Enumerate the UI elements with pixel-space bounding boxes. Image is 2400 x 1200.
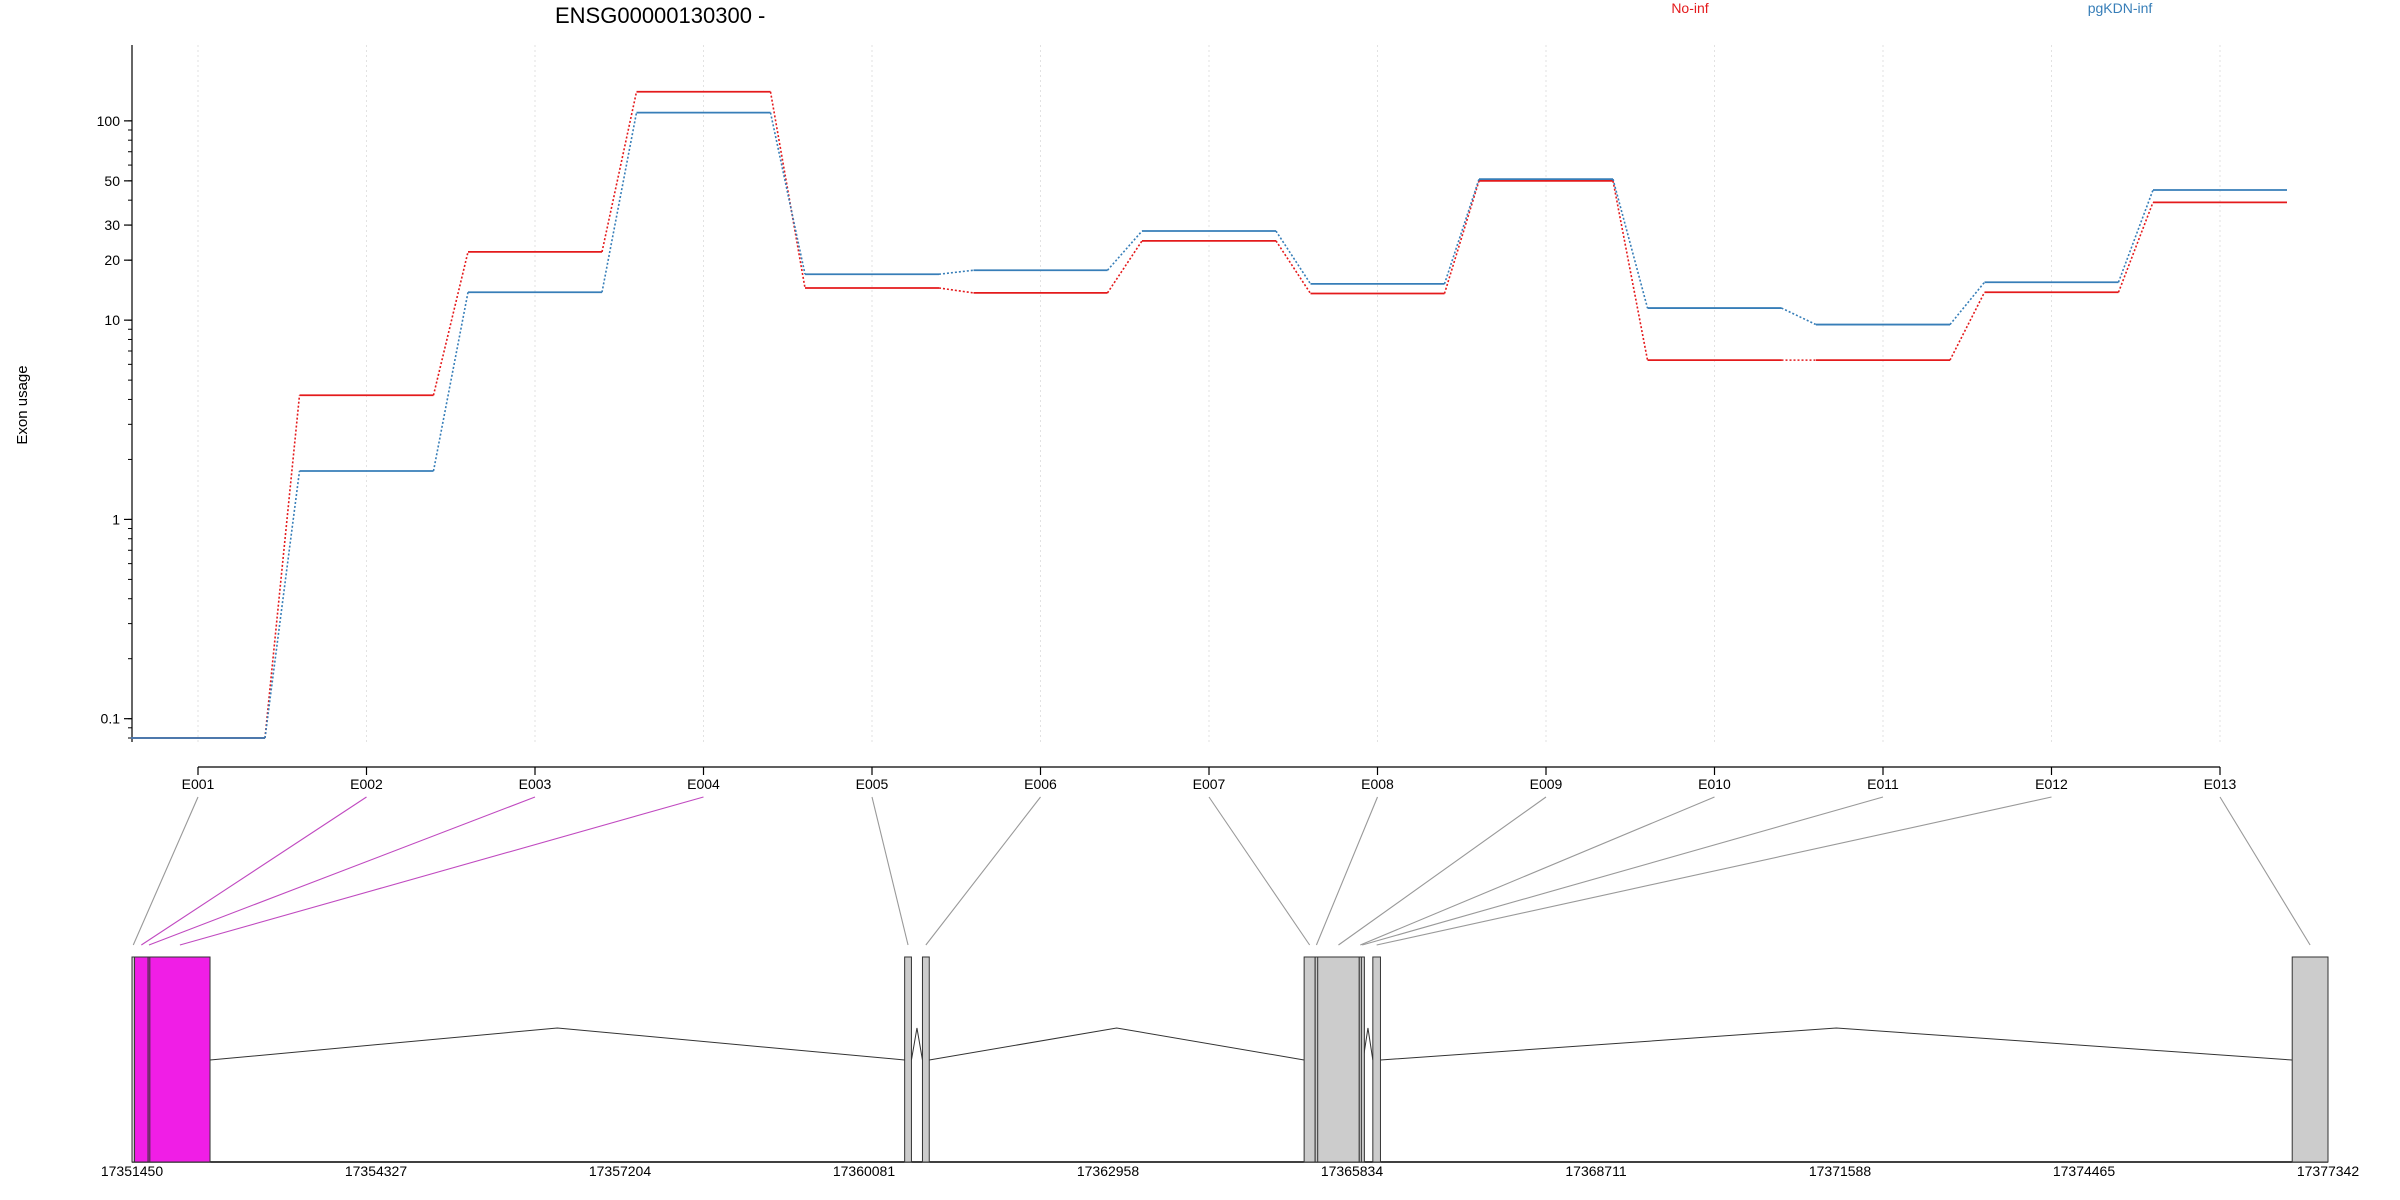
y-tick-label: 30	[104, 217, 120, 233]
x-tick-label: E005	[856, 776, 889, 792]
coordinate-tick-label: 17371588	[1809, 1163, 1872, 1179]
coordinate-tick-label: 17357204	[589, 1163, 652, 1179]
series-pgkdn-inf-connector	[264, 470, 301, 739]
series-no-inf-connector	[1106, 240, 1143, 294]
connector-e005	[871, 796, 909, 946]
coordinate-tick-label: 17354327	[345, 1163, 408, 1179]
connector-e004	[179, 796, 704, 946]
series-pgkdn-inf-connector	[1443, 178, 1480, 285]
exon-box-e006	[921, 956, 930, 1163]
x-tick-label: E006	[1024, 776, 1057, 792]
exon-box-e013	[2291, 956, 2329, 1163]
exon-box-e009	[1317, 956, 1360, 1163]
connector-e001	[132, 796, 199, 946]
exon-box-e002	[134, 956, 149, 1163]
connector-e009	[1338, 796, 1547, 946]
connector-e002	[141, 796, 367, 946]
x-tick-label: E008	[1361, 776, 1394, 792]
connector-e003	[148, 796, 536, 946]
series-pgkdn-inf-connector	[432, 292, 469, 472]
y-tick-label: 20	[104, 252, 120, 268]
axes: 0.1 1 10 20 30 50 100 E001 E002 E003 E004 E005 E006 E…	[97, 45, 2237, 792]
series-pgkdn-inf-connector	[1275, 230, 1312, 285]
series-no-inf-connector	[1443, 180, 1480, 294]
series-no-inf-connector	[769, 91, 806, 289]
intron-line	[209, 1027, 905, 1061]
connector-e006	[925, 796, 1041, 946]
series-pgkdn-inf-connector	[938, 269, 974, 276]
series-no-inf-connector	[938, 287, 974, 294]
intron-line	[929, 1027, 1305, 1061]
x-tick-label: E004	[687, 776, 720, 792]
grid	[197, 45, 2221, 742]
coordinate-tick-label: 17365834	[1321, 1163, 1384, 1179]
exon-box-e011	[1360, 956, 1365, 1163]
coordinate-tick-label: 17377342	[2297, 1163, 2360, 1179]
connector-e011	[1362, 796, 1884, 946]
connector-e010	[1360, 796, 1715, 946]
y-axis-label: Exon usage	[14, 365, 31, 444]
x-tick-label: E002	[350, 776, 383, 792]
x-tick-label: E010	[1698, 776, 1731, 792]
y-tick-label: 50	[104, 173, 120, 189]
series-no-inf-connector	[264, 395, 301, 739]
exon-box-e004	[149, 956, 211, 1163]
legend-label-no-inf: No-inf	[1671, 0, 1708, 16]
x-tick-label: E001	[182, 776, 215, 792]
exon-box-e012	[1372, 956, 1381, 1163]
x-tick-label: E012	[2035, 776, 2068, 792]
series-pgkdn-inf-connector	[601, 112, 638, 293]
x-tick-label: E013	[2204, 776, 2237, 792]
coordinate-tick-label: 17360081	[833, 1163, 896, 1179]
series-no-inf-connector	[432, 251, 469, 396]
connector-e008	[1315, 796, 1379, 946]
series-no-inf-connector	[2117, 202, 2154, 293]
coordinate-tick-label: 17351450	[101, 1163, 164, 1179]
connector-e007	[1208, 796, 1311, 946]
y-tick-label: 10	[104, 312, 120, 328]
x-tick-label: E009	[1530, 776, 1563, 792]
connector-e013	[2219, 796, 2311, 946]
x-tick-label: E011	[1867, 776, 1899, 792]
series-pgkdn-inf-connector	[1612, 178, 1649, 309]
series-no-inf-connector	[601, 91, 638, 253]
series-pgkdn-inf-connector	[1781, 307, 1817, 326]
legend-label-pgkdn-inf: pgKDN-inf	[2088, 0, 2153, 16]
series-lines	[131, 90, 2287, 739]
x-tick-label: E007	[1193, 776, 1226, 792]
series-pgkdn-inf-connector	[769, 112, 806, 275]
exon-connectors	[132, 796, 2311, 946]
series-no-inf-connector	[1949, 291, 1986, 361]
series-pgkdn-inf-connector	[1106, 230, 1143, 271]
connector-e012	[1376, 796, 2052, 946]
series-pgkdn-inf-connector	[1949, 281, 1986, 326]
series-no-inf-connector	[1612, 180, 1649, 361]
gene-model: 17351450 17354327 17357204 17360081 17362958…	[101, 956, 2360, 1179]
intron-line	[910, 1027, 923, 1061]
coordinate-tick-label: 17362958	[1077, 1163, 1140, 1179]
x-tick-label: E003	[519, 776, 552, 792]
chart-title: ENSG00000130300 -	[555, 3, 765, 28]
y-tick-label: 0.1	[101, 711, 121, 727]
intron-line	[1380, 1027, 2293, 1061]
y-tick-label: 100	[97, 113, 121, 129]
exon-box-e007	[1303, 956, 1316, 1163]
series-no-inf-connector	[1275, 240, 1312, 294]
coordinate-tick-label: 17368711	[1565, 1163, 1626, 1179]
y-tick-label: 1	[112, 511, 120, 527]
exon-box-e005	[904, 956, 912, 1163]
coordinate-tick-label: 17374465	[2053, 1163, 2116, 1179]
series-pgkdn-inf-connector	[2117, 189, 2154, 283]
